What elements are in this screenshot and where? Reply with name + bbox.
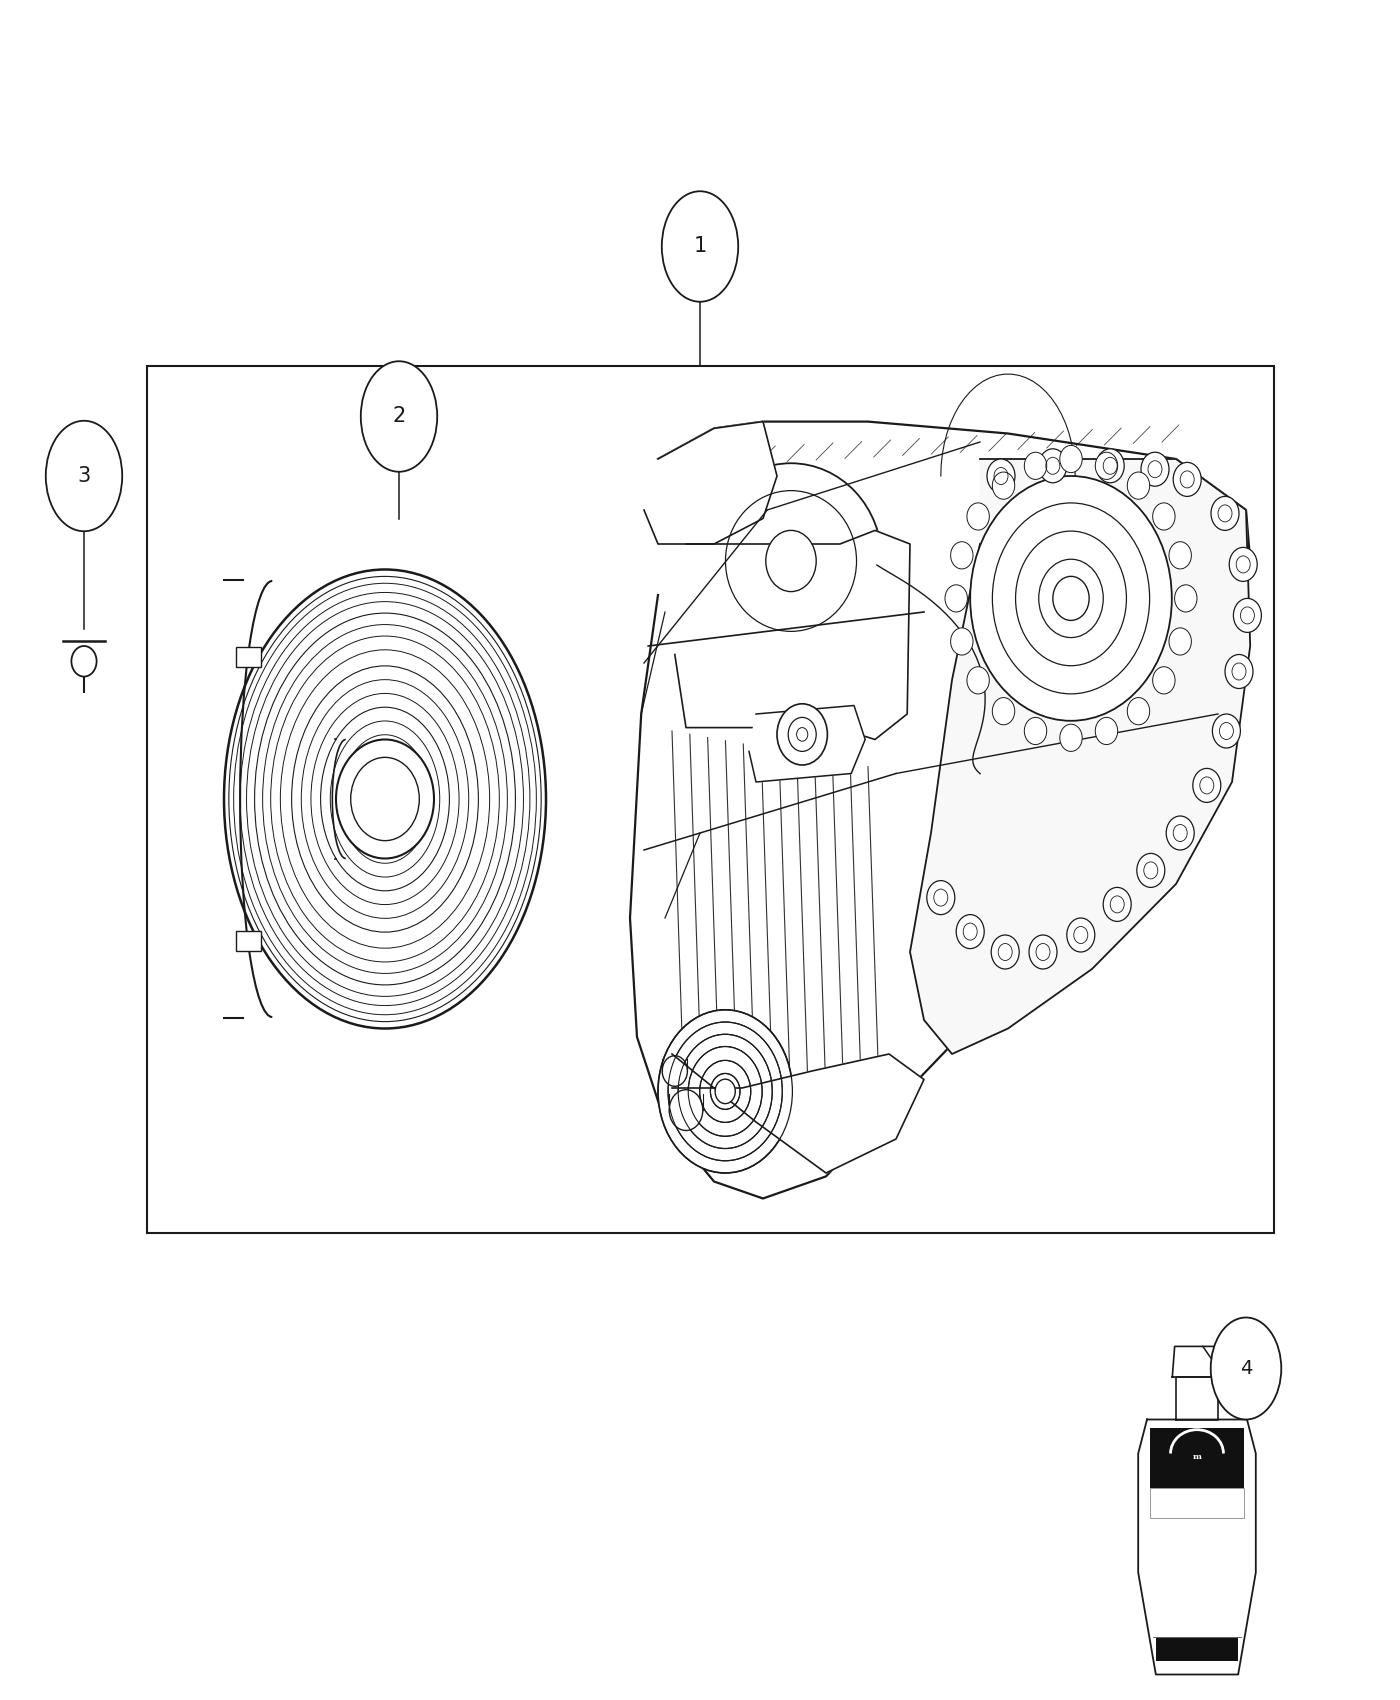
Circle shape	[951, 542, 973, 570]
Circle shape	[777, 704, 827, 765]
Circle shape	[1053, 576, 1089, 620]
Circle shape	[1169, 542, 1191, 570]
Ellipse shape	[46, 422, 122, 532]
Circle shape	[1095, 452, 1117, 479]
Circle shape	[1127, 473, 1149, 500]
Circle shape	[336, 740, 434, 858]
Circle shape	[1095, 717, 1117, 745]
Circle shape	[1193, 768, 1221, 802]
Circle shape	[1067, 918, 1095, 952]
Polygon shape	[1172, 1346, 1222, 1377]
Circle shape	[662, 1056, 687, 1086]
Circle shape	[987, 459, 1015, 493]
Circle shape	[1060, 445, 1082, 473]
Text: 4: 4	[1240, 1358, 1252, 1379]
Circle shape	[1175, 585, 1197, 612]
Circle shape	[1096, 449, 1124, 483]
Circle shape	[1029, 935, 1057, 969]
Circle shape	[1103, 887, 1131, 921]
Ellipse shape	[662, 192, 738, 303]
Polygon shape	[630, 422, 1250, 1198]
Ellipse shape	[1211, 1318, 1281, 1420]
Circle shape	[967, 666, 990, 694]
Circle shape	[1229, 547, 1257, 581]
Circle shape	[669, 1090, 703, 1130]
Circle shape	[951, 627, 973, 654]
Circle shape	[1127, 697, 1149, 724]
Circle shape	[1212, 714, 1240, 748]
Circle shape	[945, 585, 967, 612]
Circle shape	[351, 758, 420, 842]
Circle shape	[927, 881, 955, 915]
Polygon shape	[749, 706, 865, 782]
Circle shape	[1225, 654, 1253, 688]
Text: 2: 2	[392, 406, 406, 427]
Text: m: m	[1193, 1454, 1201, 1460]
Circle shape	[1152, 503, 1175, 530]
Circle shape	[970, 476, 1172, 721]
Ellipse shape	[700, 464, 882, 660]
Text: 1: 1	[693, 236, 707, 257]
Circle shape	[1137, 853, 1165, 887]
Bar	[235, 646, 260, 666]
Polygon shape	[1138, 1420, 1256, 1674]
Polygon shape	[675, 530, 910, 740]
Circle shape	[1233, 598, 1261, 632]
Bar	[147, 366, 1274, 1232]
Circle shape	[1166, 816, 1194, 850]
Bar	[1149, 1488, 1245, 1518]
Circle shape	[766, 530, 816, 592]
Circle shape	[1152, 666, 1175, 694]
Text: 3: 3	[77, 466, 91, 486]
Circle shape	[993, 473, 1015, 500]
Bar	[1156, 1637, 1238, 1661]
Circle shape	[991, 935, 1019, 969]
Bar	[1149, 1428, 1245, 1488]
Circle shape	[1169, 627, 1191, 654]
Polygon shape	[1176, 1377, 1218, 1419]
Ellipse shape	[361, 362, 437, 473]
Polygon shape	[644, 422, 777, 544]
Circle shape	[956, 915, 984, 949]
Circle shape	[658, 1010, 792, 1173]
Circle shape	[993, 697, 1015, 724]
Circle shape	[1039, 449, 1067, 483]
Circle shape	[1141, 452, 1169, 486]
Circle shape	[1025, 717, 1047, 745]
Circle shape	[1211, 496, 1239, 530]
Bar	[235, 932, 260, 952]
Polygon shape	[672, 1054, 924, 1173]
Bar	[1149, 1488, 1245, 1518]
Circle shape	[1060, 724, 1082, 751]
Polygon shape	[910, 459, 1250, 1054]
Circle shape	[71, 646, 97, 677]
Circle shape	[1025, 452, 1047, 479]
Circle shape	[715, 1080, 735, 1103]
Circle shape	[967, 503, 990, 530]
Circle shape	[1173, 462, 1201, 496]
